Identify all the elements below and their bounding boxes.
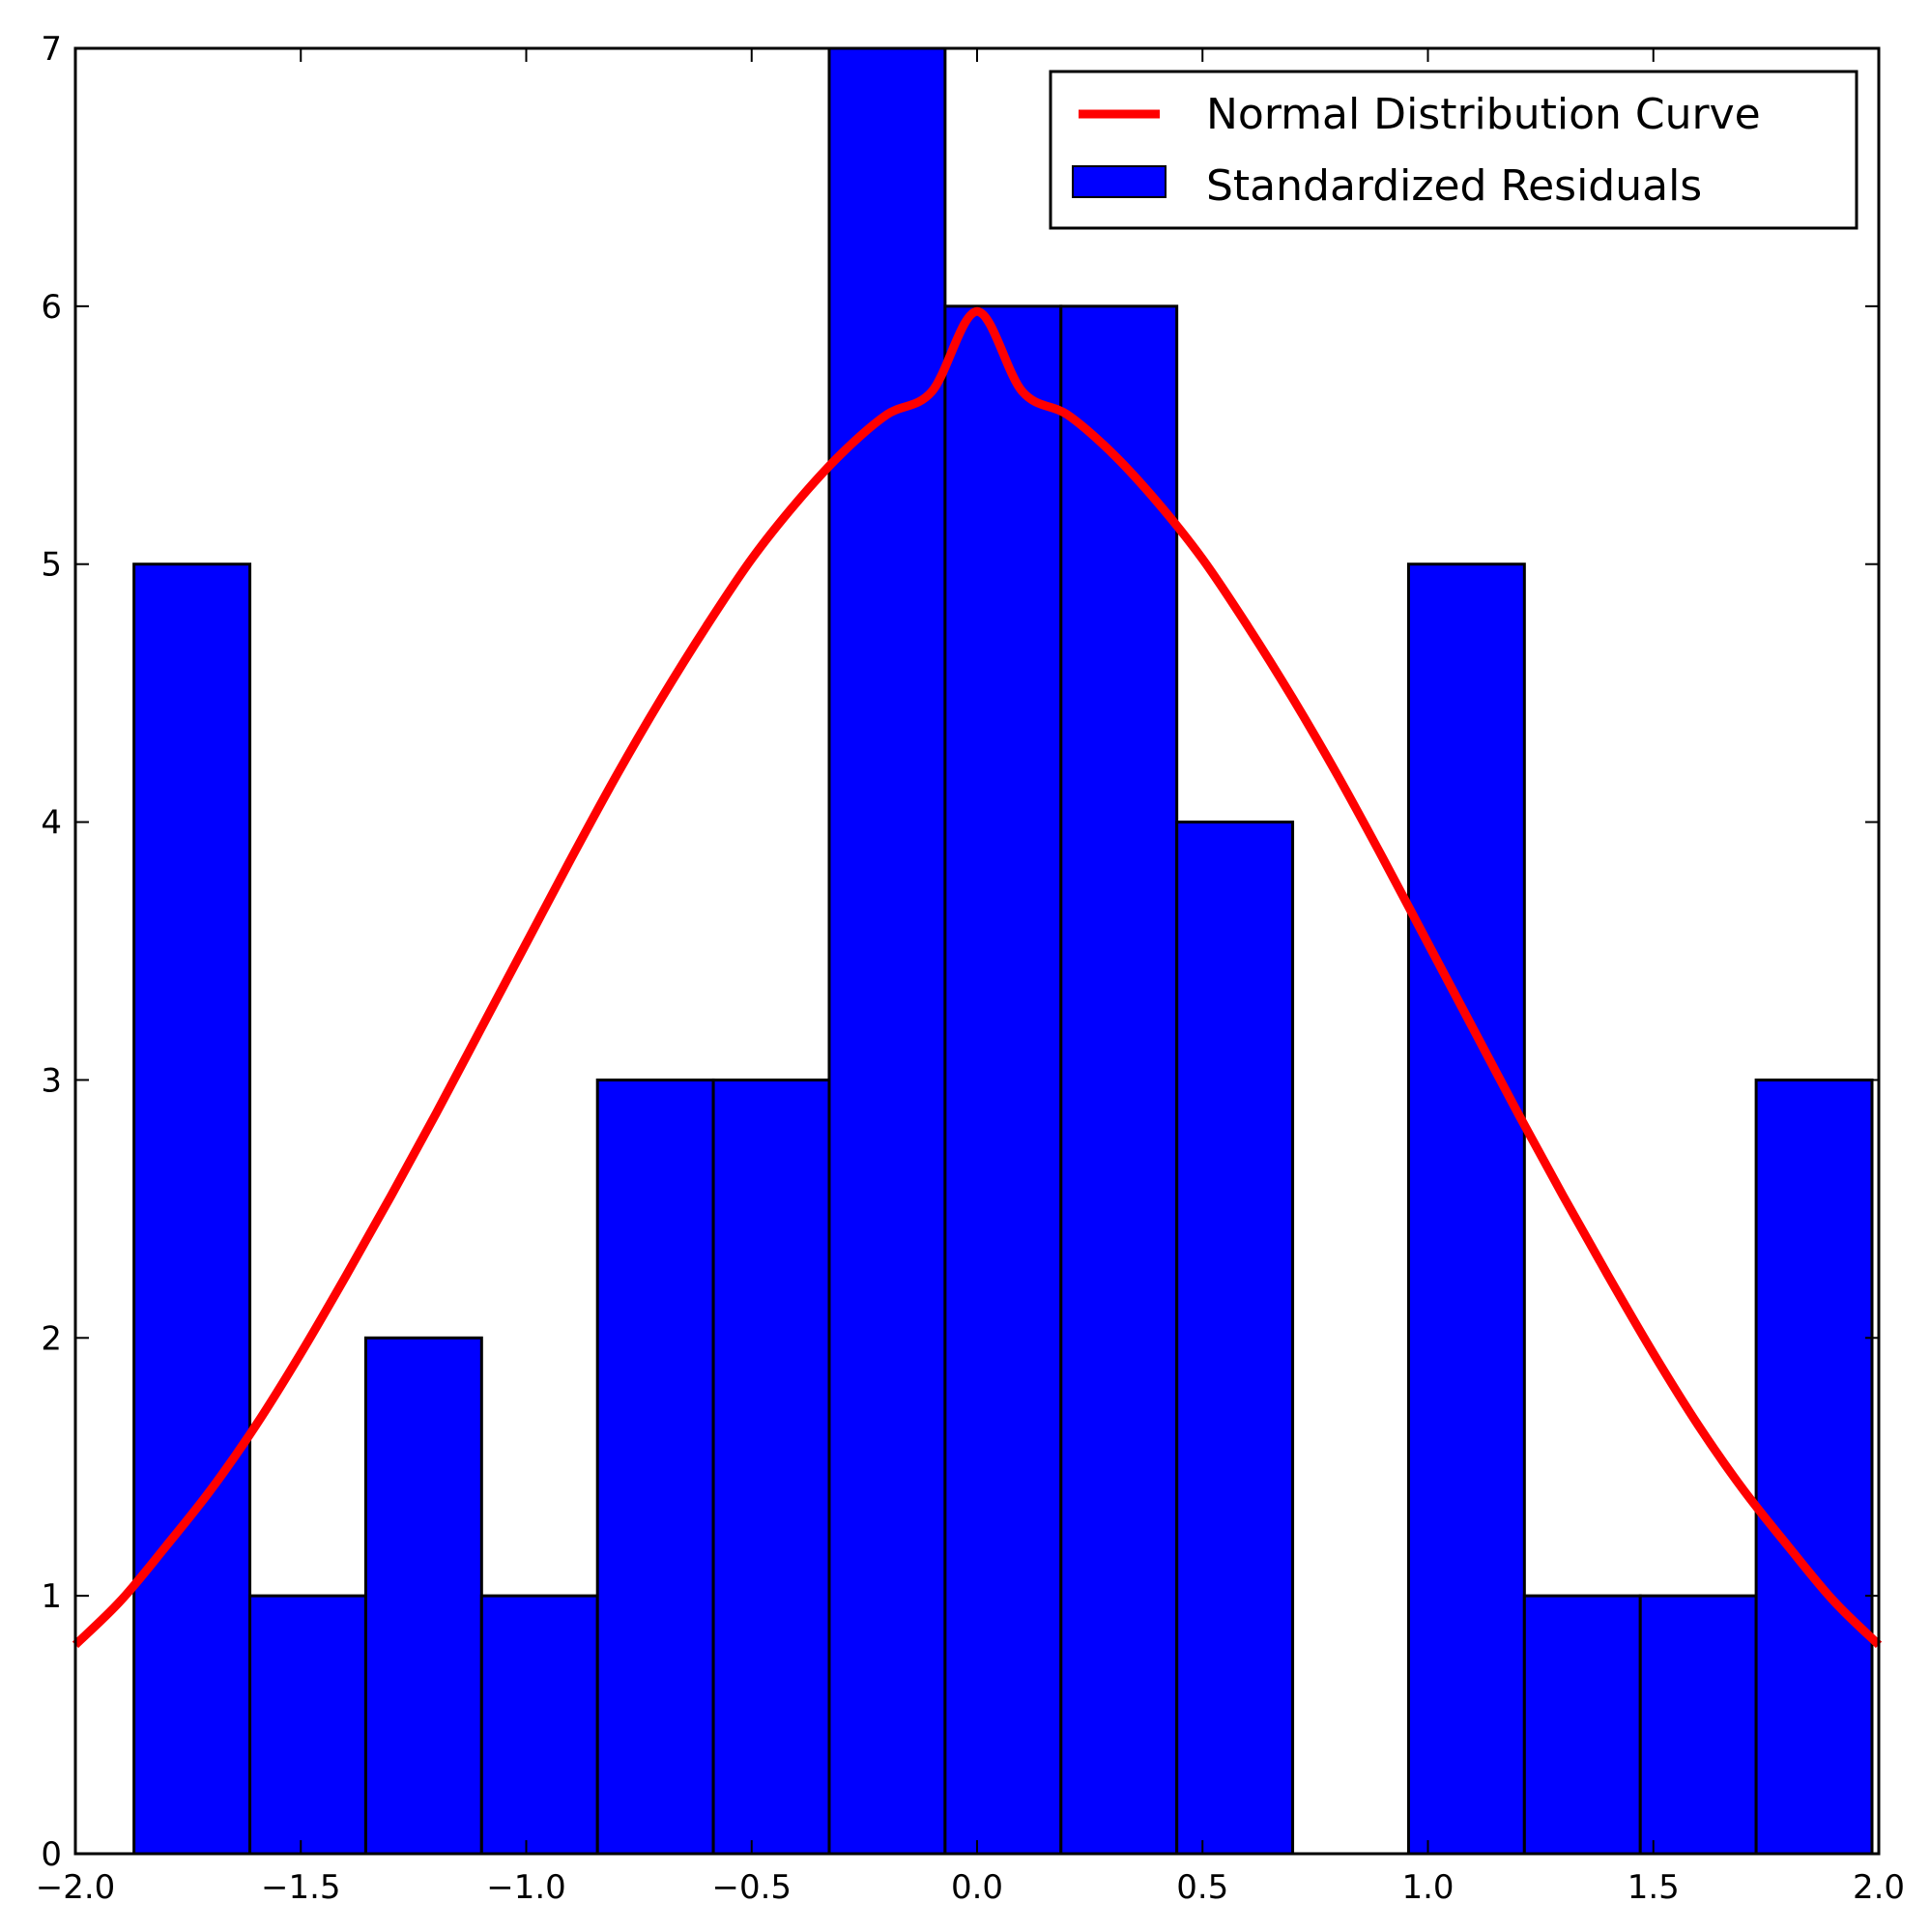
legend-box xyxy=(1049,70,1858,230)
x-axis: −2.0 −1.5 −1.0 −0.5 0.0 0.5 1.0 1.5 2.0 xyxy=(36,48,1905,1907)
legend-bar-swatch xyxy=(1072,165,1167,198)
histogram-bar xyxy=(711,1078,831,1856)
x-tick-label: 1.0 xyxy=(1401,1868,1454,1907)
y-tick-label: 4 xyxy=(41,804,62,843)
legend: Normal Distribution Curve Standardized R… xyxy=(1049,70,1858,230)
x-tick-label: −1.5 xyxy=(261,1868,341,1907)
histogram-bar xyxy=(1175,821,1295,1856)
y-tick-label: 0 xyxy=(41,1835,62,1874)
histogram-bar xyxy=(595,1078,715,1856)
histogram-bar xyxy=(363,1336,483,1856)
histogram-bar xyxy=(1638,1594,1758,1856)
y-tick-label: 3 xyxy=(41,1061,62,1100)
histogram-bar xyxy=(1522,1594,1642,1856)
histogram-bar xyxy=(479,1594,599,1856)
histogram-bar xyxy=(943,304,1063,1856)
y-axis: 0 1 2 3 4 5 6 7 xyxy=(41,30,1879,1874)
histogram-bar xyxy=(132,562,252,1856)
x-tick-label: 1.5 xyxy=(1628,1868,1680,1907)
histogram-bar xyxy=(1059,304,1179,1856)
histogram-bar xyxy=(1406,562,1526,1856)
x-tick-label: 0.5 xyxy=(1176,1868,1228,1907)
histogram-bar xyxy=(1754,1078,1874,1856)
x-tick-label: 0.0 xyxy=(951,1868,1003,1907)
y-tick-label: 2 xyxy=(41,1319,62,1358)
x-tick-label: −0.5 xyxy=(711,1868,792,1907)
y-tick-label: 7 xyxy=(41,30,62,69)
y-tick-label: 1 xyxy=(41,1577,62,1616)
y-tick-label: 5 xyxy=(41,546,62,585)
normal-curve-line xyxy=(72,306,1883,1649)
y-tick-label: 6 xyxy=(41,288,62,327)
histogram-bar xyxy=(827,46,947,1856)
x-tick-label: −2.0 xyxy=(36,1868,116,1907)
histogram-bars xyxy=(132,46,1874,1856)
x-tick-label: 2.0 xyxy=(1853,1868,1905,1907)
x-tick-label: −1.0 xyxy=(486,1868,566,1907)
legend-label-curve: Normal Distribution Curve xyxy=(1206,90,1761,139)
legend-label-histogram: Standardized Residuals xyxy=(1206,161,1702,211)
histogram-bar xyxy=(248,1594,367,1856)
